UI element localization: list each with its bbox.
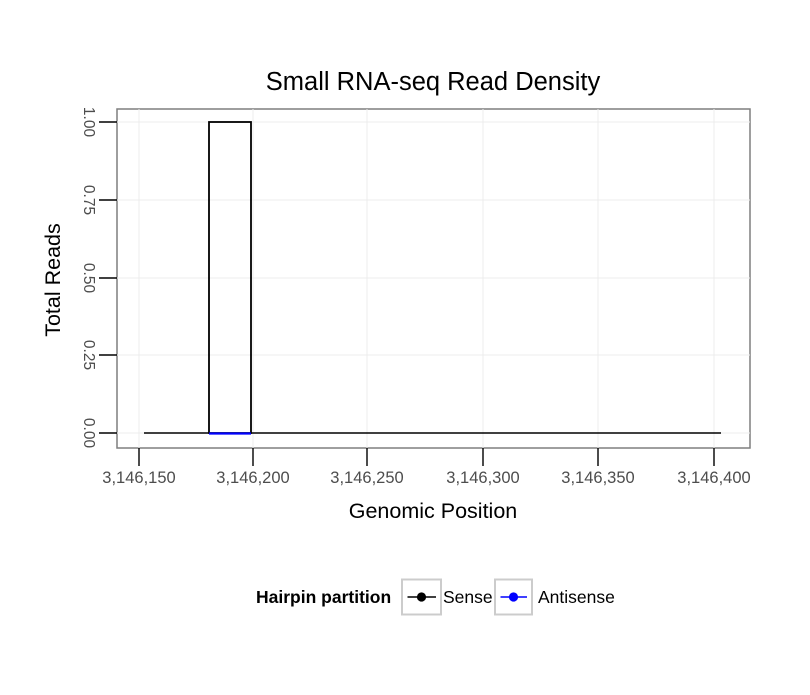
svg-text:1.00: 1.00 bbox=[80, 107, 97, 138]
svg-text:Genomic Position: Genomic Position bbox=[349, 499, 518, 523]
svg-text:0.50: 0.50 bbox=[80, 263, 97, 294]
svg-text:0.25: 0.25 bbox=[80, 340, 97, 370]
svg-text:Sense: Sense bbox=[443, 587, 493, 607]
svg-text:0.00: 0.00 bbox=[80, 418, 97, 449]
svg-text:3,146,400: 3,146,400 bbox=[677, 469, 750, 487]
svg-text:Small RNA-seq Read Density: Small RNA-seq Read Density bbox=[266, 68, 601, 96]
svg-text:3,146,300: 3,146,300 bbox=[446, 469, 519, 487]
svg-text:Total Reads: Total Reads bbox=[41, 223, 65, 337]
svg-text:3,146,250: 3,146,250 bbox=[330, 469, 403, 487]
svg-text:Antisense: Antisense bbox=[538, 587, 615, 607]
svg-text:0.75: 0.75 bbox=[80, 185, 97, 215]
svg-text:3,146,150: 3,146,150 bbox=[102, 469, 175, 487]
svg-text:Hairpin partition: Hairpin partition bbox=[256, 587, 391, 607]
svg-text:3,146,200: 3,146,200 bbox=[216, 469, 289, 487]
svg-text:3,146,350: 3,146,350 bbox=[561, 469, 634, 487]
